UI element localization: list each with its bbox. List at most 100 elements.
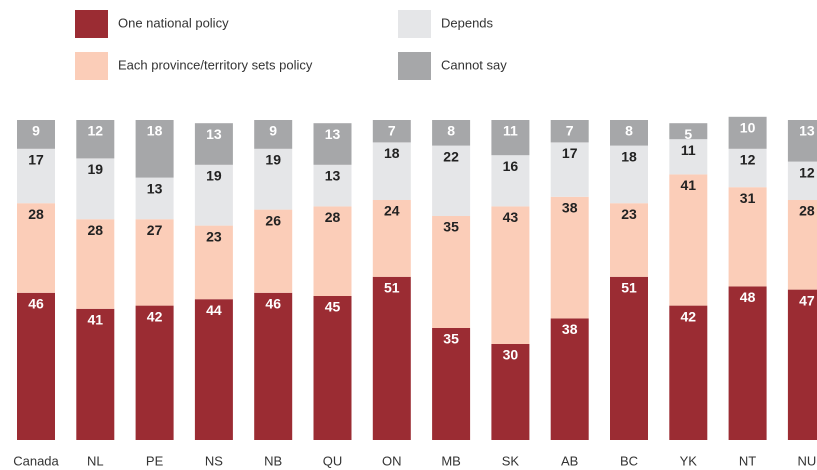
bar-segment <box>491 206 530 344</box>
bar-segment <box>728 116 767 149</box>
data-label: 8 <box>625 123 633 139</box>
bar-segment <box>254 209 293 293</box>
bar-segment <box>194 299 233 440</box>
legend-swatch <box>398 10 431 38</box>
data-label: 11 <box>503 123 518 139</box>
x-tick-label: YK <box>680 453 698 468</box>
data-label: 18 <box>621 148 637 164</box>
data-label: 51 <box>621 280 637 296</box>
bar-segment <box>17 120 55 149</box>
data-label: 7 <box>566 123 574 139</box>
bar-segment <box>669 305 708 440</box>
data-label: 13 <box>206 126 222 142</box>
bar-segment <box>254 292 293 440</box>
data-label: 41 <box>681 177 697 193</box>
bar-segment <box>669 123 708 140</box>
bar-segment <box>550 120 589 143</box>
bar-segment <box>787 200 817 290</box>
data-label: 8 <box>447 123 455 139</box>
legend-label: Each province/territory sets policy <box>118 57 313 72</box>
data-label: 13 <box>325 168 341 184</box>
data-label: 26 <box>265 212 281 228</box>
bar-segment <box>491 344 530 440</box>
bar-segment <box>372 142 411 200</box>
x-tick-label: BC <box>620 453 638 468</box>
data-label: 16 <box>503 158 519 174</box>
legend-label: One national policy <box>118 15 229 30</box>
legend-swatch <box>75 10 108 38</box>
data-label: 45 <box>325 299 341 315</box>
data-label: 41 <box>88 312 104 328</box>
bar-segment <box>432 145 471 216</box>
bar-segment <box>76 120 115 159</box>
bar-segment <box>254 148 293 210</box>
x-tick-label: NB <box>264 453 282 468</box>
data-label: 44 <box>206 302 222 318</box>
data-label: 12 <box>799 164 815 180</box>
data-label: 23 <box>621 206 637 222</box>
x-tick-label: MB <box>441 453 461 468</box>
data-label: 28 <box>325 209 341 225</box>
data-label: 38 <box>562 200 578 216</box>
data-label: 28 <box>28 206 44 222</box>
data-label: 22 <box>443 148 459 164</box>
bar-segment <box>610 203 648 277</box>
data-label: 47 <box>799 292 815 308</box>
legend-label: Cannot say <box>441 57 507 72</box>
x-tick-label: NL <box>87 453 104 468</box>
data-label: 46 <box>28 296 44 312</box>
bar-segment <box>254 120 293 149</box>
data-label: 11 <box>681 142 696 158</box>
bar-segment <box>76 219 115 309</box>
data-label: 17 <box>562 145 578 161</box>
bar-segment <box>550 142 589 197</box>
data-label: 35 <box>443 331 459 347</box>
bar-segment <box>432 120 471 146</box>
x-tick-label: ON <box>382 453 402 468</box>
bar-segment <box>135 177 174 220</box>
data-label: 51 <box>384 280 400 296</box>
bar-segment <box>135 120 174 178</box>
bar-segment <box>787 289 817 440</box>
bar-segment <box>491 120 530 156</box>
bar-segment <box>194 123 233 165</box>
data-label: 7 <box>388 123 396 139</box>
data-label: 35 <box>443 219 459 235</box>
x-tick-label: PE <box>146 453 164 468</box>
data-label: 18 <box>147 123 163 139</box>
data-label: 19 <box>206 168 222 184</box>
data-label: 28 <box>799 203 815 219</box>
x-tick-label: AB <box>561 453 578 468</box>
bar-segment <box>610 145 648 204</box>
bar-segment <box>194 164 233 226</box>
data-label: 10 <box>740 120 756 136</box>
data-label: 5 <box>684 126 692 142</box>
data-label: 46 <box>265 296 281 312</box>
bar-segment <box>432 328 471 440</box>
bar-segment <box>728 286 767 440</box>
bar-segment <box>135 305 174 440</box>
bar-segment <box>194 225 233 300</box>
bar-segment <box>372 200 411 277</box>
x-tick-label: NS <box>205 453 223 468</box>
bar-segment <box>17 203 55 293</box>
bar-segment <box>610 276 648 440</box>
data-label: 43 <box>503 209 519 225</box>
data-label: 28 <box>88 222 104 238</box>
data-label: 12 <box>88 123 104 139</box>
legend-label: Depends <box>441 15 494 30</box>
data-label: 13 <box>799 123 815 139</box>
bar-segment <box>313 123 352 165</box>
x-tick-label: NT <box>739 453 756 468</box>
data-label: 48 <box>740 289 756 305</box>
bar-segment <box>491 155 530 207</box>
bar-segment <box>313 206 352 296</box>
bar-segment <box>728 187 767 287</box>
data-label: 42 <box>681 308 697 324</box>
bar-segment <box>550 196 589 319</box>
data-label: 23 <box>206 228 222 244</box>
legend-swatch <box>75 52 108 80</box>
data-label: 17 <box>28 152 44 168</box>
data-label: 18 <box>384 145 400 161</box>
